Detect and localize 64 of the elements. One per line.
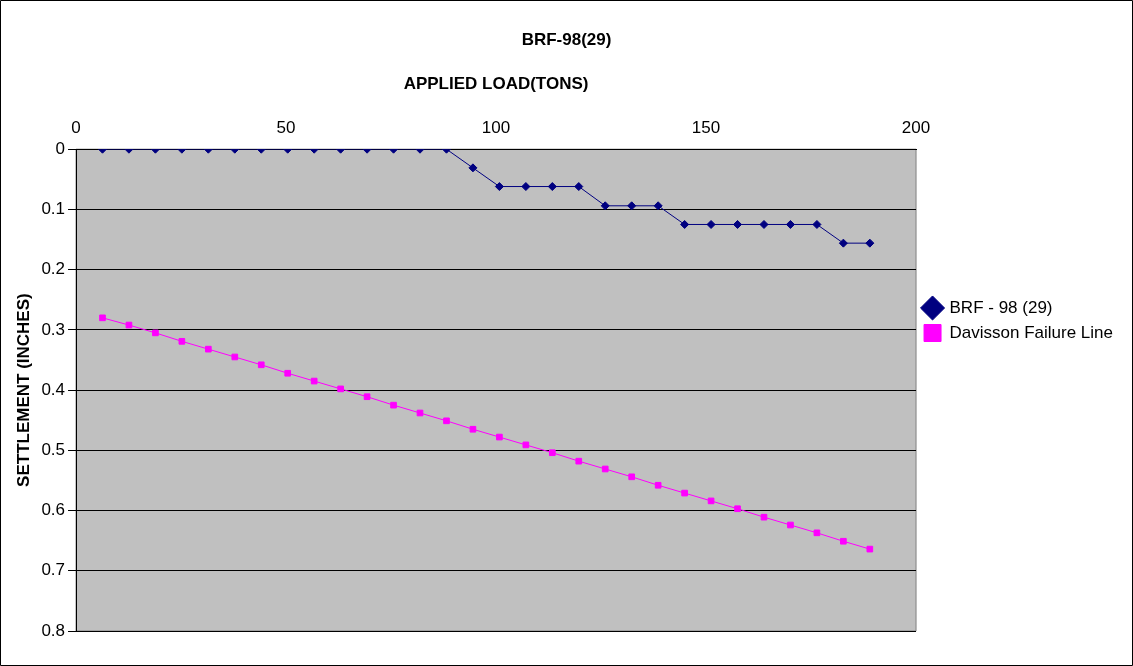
point [125, 321, 133, 329]
point [152, 329, 159, 337]
point [707, 497, 715, 505]
point [627, 201, 637, 211]
point [734, 505, 741, 513]
point [99, 314, 106, 322]
point [865, 238, 875, 248]
y-tick-label: 0.7 [41, 560, 66, 580]
point [681, 489, 688, 497]
point [654, 481, 662, 489]
point [522, 441, 530, 449]
x-axis-title: APPLIED LOAD(TONS) [403, 74, 589, 94]
point [733, 219, 743, 229]
point [205, 345, 212, 353]
y-tick-label: 0.2 [41, 259, 66, 279]
point [600, 201, 610, 211]
x-tick-label: 50 [276, 117, 296, 137]
x-tick-label: 150 [691, 117, 721, 137]
point [759, 219, 769, 229]
chart-title: BRF-98(29) [521, 29, 612, 49]
x-tick-label: 100 [481, 117, 511, 137]
point [813, 529, 821, 537]
legend-label: BRF - 98 (29) [949, 297, 1053, 317]
point [496, 433, 503, 441]
point [310, 377, 318, 385]
point [363, 393, 371, 401]
point [653, 201, 663, 211]
point [231, 353, 239, 361]
point [574, 182, 584, 192]
point [680, 219, 690, 229]
point [178, 337, 186, 345]
x-tick-label: 200 [901, 117, 931, 137]
point [760, 513, 768, 521]
point [785, 219, 795, 229]
x-tick-label: 0 [71, 117, 81, 137]
point [468, 163, 478, 173]
point [257, 361, 265, 369]
point [706, 219, 716, 229]
point [547, 182, 557, 192]
point [521, 182, 531, 192]
point [494, 182, 504, 192]
point [284, 369, 292, 377]
point [787, 521, 794, 529]
point [812, 219, 822, 229]
y-tick-label: 0.3 [41, 319, 66, 339]
point [628, 473, 636, 481]
y-tick-label: 0.1 [41, 199, 66, 219]
point [866, 545, 874, 553]
point [337, 385, 344, 393]
y-axis-title: SETTLEMENT (INCHES) [13, 293, 33, 487]
point [840, 537, 847, 545]
legend-label: Davisson Failure Line [949, 322, 1113, 342]
point [575, 457, 583, 465]
y-tick-label: 0.6 [41, 500, 66, 520]
y-tick-label: 0 [55, 138, 66, 158]
y-tick-label: 0.8 [41, 620, 66, 640]
point [443, 417, 450, 425]
y-tick-label: 0.4 [41, 379, 66, 399]
point [390, 401, 397, 409]
y-tick-label: 0.5 [41, 440, 66, 460]
point [838, 238, 848, 248]
point [469, 425, 477, 433]
point [548, 449, 556, 457]
point [601, 465, 609, 473]
